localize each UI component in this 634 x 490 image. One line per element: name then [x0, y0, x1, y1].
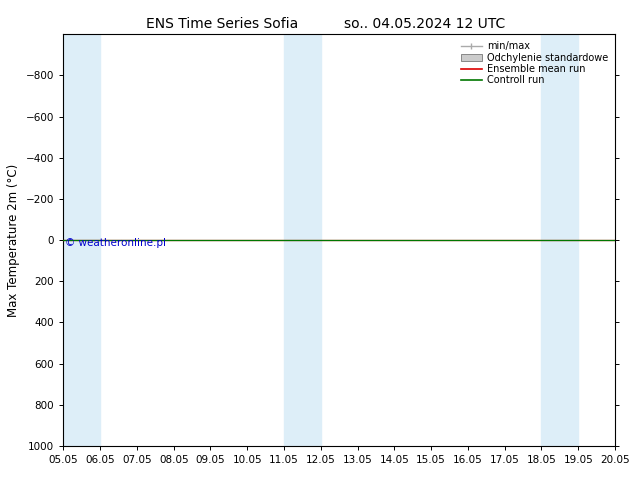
Text: ENS Time Series Sofia: ENS Time Series Sofia — [146, 17, 298, 31]
Bar — [63, 34, 100, 446]
Legend: min/max, Odchylenie standardowe, Ensemble mean run, Controll run: min/max, Odchylenie standardowe, Ensembl… — [459, 39, 610, 87]
Text: © weatheronline.pl: © weatheronline.pl — [65, 238, 166, 248]
Bar — [541, 34, 578, 446]
Bar — [284, 34, 321, 446]
Y-axis label: Max Temperature 2m (°C): Max Temperature 2m (°C) — [8, 164, 20, 317]
Text: so.. 04.05.2024 12 UTC: so.. 04.05.2024 12 UTC — [344, 17, 505, 31]
